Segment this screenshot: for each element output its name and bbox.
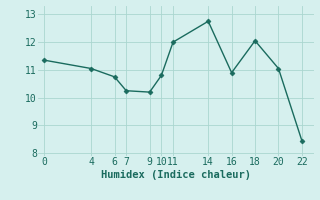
X-axis label: Humidex (Indice chaleur): Humidex (Indice chaleur) — [101, 170, 251, 180]
